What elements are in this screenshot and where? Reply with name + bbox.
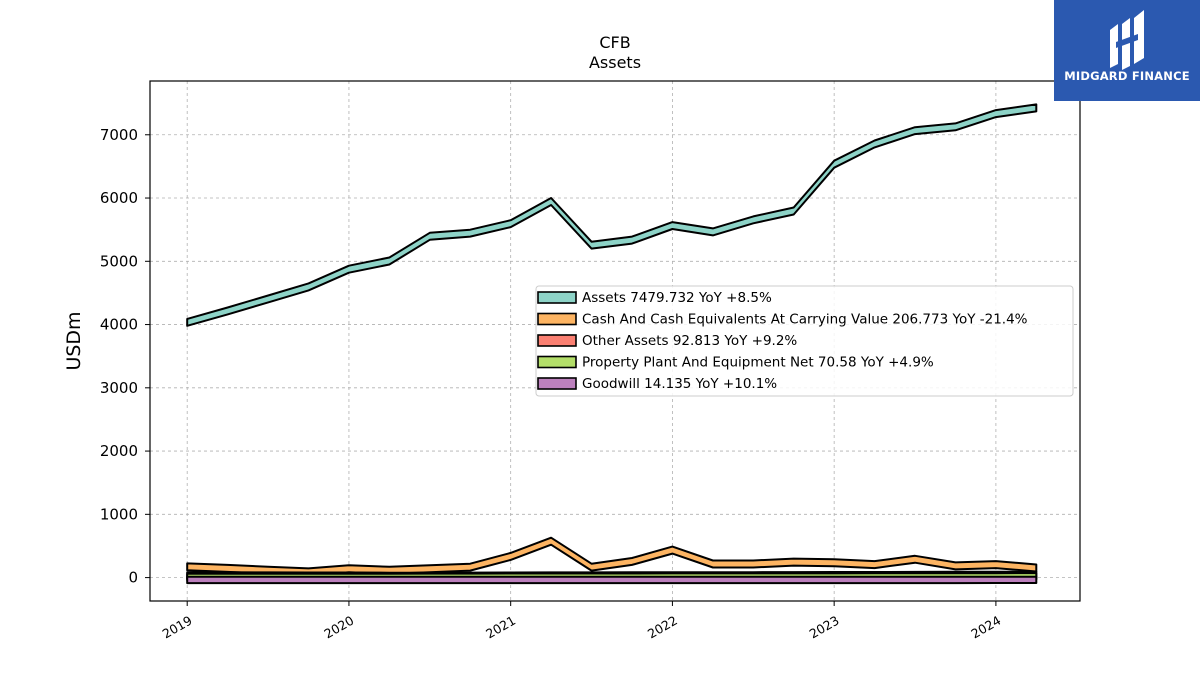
chart-subtitle: Assets [589, 53, 641, 72]
legend-swatch [537, 334, 577, 347]
legend-swatch [537, 355, 577, 369]
chart-title: CFB [599, 33, 630, 52]
y-axis-label: USDm [63, 311, 85, 370]
plot-frame [149, 80, 1081, 602]
legend: Assets 7479.732 YoY +8.5% Cash And Cash E… [535, 285, 1074, 397]
y-tick-label: 1000 [100, 505, 138, 523]
y-tick-label: 2000 [100, 442, 138, 460]
series-area-4 [186, 575, 1038, 585]
series-area-1 [186, 536, 1038, 577]
x-tick-label: 2021 [483, 613, 518, 642]
legend-swatch [537, 312, 577, 326]
x-tick-label: 2022 [645, 613, 680, 642]
legend-entry-label: Cash And Cash Equivalents At Carrying Va… [582, 312, 1028, 328]
y-tick-label: 3000 [100, 379, 138, 397]
y-tick-label: 0 [128, 569, 138, 587]
legend-entry-label: Assets 7479.732 YoY +8.5% [582, 290, 772, 306]
series-areas [186, 103, 1038, 585]
y-tick-label: 5000 [100, 252, 138, 270]
y-tick-label: 4000 [100, 316, 138, 334]
legend-entry-label: Other Assets 92.813 YoY +9.2% [582, 333, 797, 349]
legend-swatch [537, 377, 577, 390]
legend-entry-label: Property Plant And Equipment Net 70.58 Y… [582, 355, 934, 371]
x-tick-label: 2019 [160, 613, 195, 642]
x-tick-label: 2023 [807, 613, 842, 642]
x-tick-label: 2020 [321, 613, 356, 642]
series-area-0 [186, 103, 1038, 327]
brand-logo: MIDGARD FINANCE [1054, 0, 1200, 101]
brand-name: MIDGARD FINANCE [1064, 69, 1190, 83]
legend-swatch [537, 291, 577, 304]
x-tick-label: 2024 [968, 613, 1003, 642]
y-tick-label: 6000 [100, 189, 138, 207]
legend-entry-label: Goodwill 14.135 YoY +10.1% [582, 376, 777, 392]
legend-box [535, 285, 1074, 397]
axis-ticks: 0 1000 2000 3000 4000 5000 6000 7000 2019 2020 202… [100, 126, 1004, 642]
y-tick-label: 7000 [100, 126, 138, 144]
midgard-logo-icon [1110, 10, 1144, 70]
